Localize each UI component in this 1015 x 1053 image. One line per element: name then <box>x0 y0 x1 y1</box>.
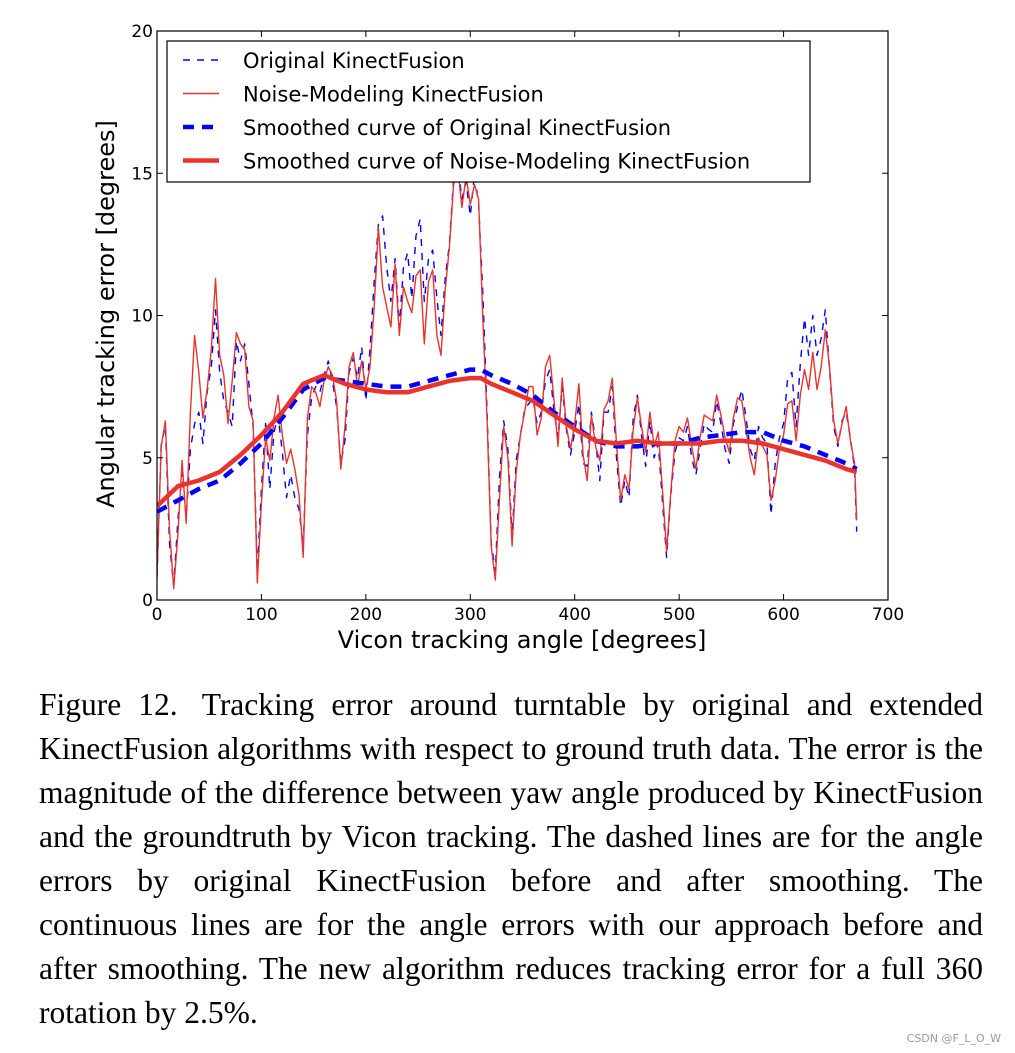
legend-label-4: Smoothed curve of Noise-Modeling KinectF… <box>243 150 750 174</box>
x-tick-label: 200 <box>350 605 382 625</box>
legend-label-2: Noise-Modeling KinectFusion <box>243 83 544 107</box>
series-line-3 <box>157 367 858 514</box>
x-tick-label: 400 <box>558 605 590 625</box>
series-line-4 <box>157 372 858 508</box>
figure-caption: Figure 12. Tracking error around turntabl… <box>39 683 983 1035</box>
legend-box <box>166 40 811 183</box>
y-tick-label: 5 <box>142 449 153 469</box>
series-line-1 <box>157 163 858 587</box>
y-tick-label: 10 <box>131 307 153 327</box>
watermark: CSDN @F_L_O_W <box>906 1032 1001 1045</box>
x-tick-label: 100 <box>245 605 277 625</box>
legend: Original KinectFusion Noise-Modeling Kine… <box>166 40 811 183</box>
x-tick-label: 700 <box>872 605 904 625</box>
y-tick-label: 15 <box>131 164 153 184</box>
y-tick-label: 0 <box>142 591 153 611</box>
x-tick-label: 300 <box>454 605 486 625</box>
plot-area: 0 100 200 300 400 500 600 700 0 5 10 15 20 <box>131 22 904 625</box>
x-axis-label: Vicon tracking angle [degrees] <box>338 626 707 654</box>
x-tick-label: 600 <box>767 605 799 625</box>
legend-label-1: Original KinectFusion <box>243 49 465 73</box>
chart: 0 100 200 300 400 500 600 700 0 5 10 15 20 Angular t… <box>92 22 904 654</box>
figure-number: Figure 12. <box>39 687 178 722</box>
x-tick-label: 500 <box>663 605 695 625</box>
caption-text: Tracking error around turntable by origi… <box>39 687 983 1030</box>
y-tick-label: 20 <box>131 22 153 42</box>
legend-label-3: Smoothed curve of Original KinectFusion <box>243 116 671 140</box>
x-tick-label: 0 <box>152 605 163 625</box>
y-axis-label: Angular tracking error [degrees] <box>92 120 120 508</box>
series-line-2 <box>157 166 858 590</box>
